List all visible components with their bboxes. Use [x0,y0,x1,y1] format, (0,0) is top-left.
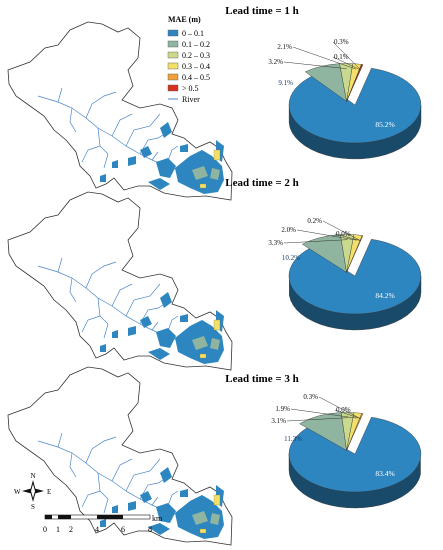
legend-swatch-5 [167,84,179,92]
legend-title: MAE (m) [168,15,201,24]
legend-label-0: 0 – 0.1 [182,29,204,38]
legend-river-label: River [182,95,200,104]
pie-3-slice-4 [346,413,364,451]
scale-tick-1: 1 [56,525,60,534]
pie-1-leader-2 [283,61,347,69]
legend-label-5: > 0.5 [182,84,199,93]
panel-title-3: Lead time = 3 h [225,373,299,385]
scale-tick-3: 4 [95,525,99,534]
pie-3-label-2: 3.1% [271,417,286,425]
pie-2-label-1: 10.2% [282,254,300,262]
legend-swatch-1 [167,40,179,48]
legend-swatch-4 [167,73,179,81]
pie-2-label-3: 2.0% [281,226,296,234]
pie-2-slice-0 [288,238,422,315]
compass-w: W [14,488,21,496]
pie-3-label-1: 11.3% [284,435,302,443]
pie-2-leader-2 [283,239,348,244]
pie-2-leader-3 [296,229,357,241]
pie-1-leader-5 [332,41,361,70]
pie-chart-3: 83.4% 11.3% 3.1% 1.9% 0.3% 0.0% [271,393,422,509]
pie-3-label-5: 0.0% [336,406,351,414]
pie-1-slice-5 [346,64,364,102]
compass-e: E [47,488,51,496]
scale-tick-2: 2 [69,525,73,534]
pie-2-label-5: 0.0% [336,230,351,238]
compass-icon: N S E W [14,472,51,511]
pie-2-label-0: 84.2% [375,291,394,300]
pie-3-label-0: 83.4% [375,469,394,478]
pie-2-label-4: 0.2% [307,217,322,225]
pie-1-label-2: 3.2% [268,58,283,66]
pie-1-leader-4 [332,56,360,70]
pie-3-leader-4 [318,396,361,419]
pie-3-leader-3 [290,408,357,419]
pie-2-leader-5 [334,233,362,241]
pie-1-label-1: 9.1% [278,79,293,87]
pie-2-slice-4 [346,235,364,273]
scale-tick-5: 8 [148,525,152,534]
pie-1-label-3: 2.1% [277,43,292,51]
legend-swatch-2 [167,51,179,59]
legend-label-1: 0.1 – 0.2 [182,40,210,49]
pie-3-label-4: 0.3% [303,393,318,401]
legend-label-3: 0.3 – 0.4 [182,62,210,71]
panel-title-2: Lead time = 2 h [225,177,299,189]
pie-3-leader-5 [334,409,362,419]
pie-1-label-4: 0.1% [334,53,349,61]
pie-1-slice-0 [288,67,422,144]
pie-1-label-0: 85.2% [375,120,394,129]
pie-3-leader-2 [286,417,348,422]
scale-tick-0: 0 [43,525,47,534]
panel-title-1: Lead time = 1 h [225,5,299,17]
scale-tick-4: 6 [121,525,125,534]
legend-label-2: 0.2 – 0.3 [182,51,210,60]
pie-1-label-5: 0.3% [334,38,349,46]
compass-s: S [31,503,35,511]
scale-unit: km [152,514,163,523]
compass-n: N [30,472,35,480]
legend: MAE (m) 0 – 0.1 0.1 – 0.2 0.2 – 0.3 0.3 – 0… [167,15,210,104]
pie-chart-1: 85.2% 9.1% 3.2% 2.1% 0.1% 0.3% [268,38,422,160]
pie-1-leader-3 [292,46,357,70]
pie-2-leader-4 [322,220,361,241]
legend-swatch-0 [167,29,179,37]
map-panel-2 [7,191,233,371]
legend-swatch-3 [167,62,179,70]
pie-2-label-2: 3.3% [268,239,283,247]
pie-3-label-3: 1.9% [275,405,290,413]
legend-label-4: 0.4 – 0.5 [182,73,210,82]
pie-chart-2: 84.2% 10.2% 3.3% 2.0% 0.2% 0.0% [268,217,422,331]
